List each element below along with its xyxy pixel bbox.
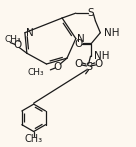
Text: NH: NH — [94, 51, 110, 61]
Text: S: S — [87, 8, 94, 18]
Text: CH₃: CH₃ — [25, 134, 43, 144]
Text: O: O — [75, 39, 83, 49]
Text: O: O — [53, 62, 61, 72]
Text: S: S — [85, 62, 92, 72]
Text: N: N — [26, 28, 34, 38]
Text: CH₃: CH₃ — [28, 68, 44, 77]
Text: CH₃: CH₃ — [4, 35, 21, 44]
Text: O: O — [94, 59, 103, 69]
Text: NH: NH — [104, 28, 120, 38]
Text: O: O — [75, 59, 83, 69]
Text: O: O — [13, 40, 21, 50]
Text: N: N — [77, 34, 85, 44]
